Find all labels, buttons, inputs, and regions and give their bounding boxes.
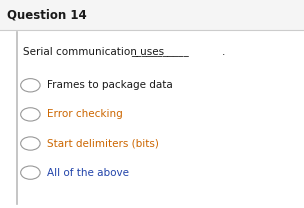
Text: All of the above: All of the above — [47, 168, 129, 178]
Text: Frames to package data: Frames to package data — [47, 80, 173, 90]
Text: Error checking: Error checking — [47, 109, 123, 119]
Circle shape — [21, 79, 40, 92]
Text: ___________: ___________ — [131, 47, 188, 57]
FancyBboxPatch shape — [0, 0, 304, 30]
Circle shape — [21, 166, 40, 179]
Text: Serial communication uses: Serial communication uses — [23, 47, 167, 57]
Text: Question 14: Question 14 — [7, 9, 86, 22]
Circle shape — [21, 137, 40, 150]
Circle shape — [21, 108, 40, 121]
Text: Start delimiters (bits): Start delimiters (bits) — [47, 139, 159, 149]
Text: .: . — [222, 47, 225, 57]
